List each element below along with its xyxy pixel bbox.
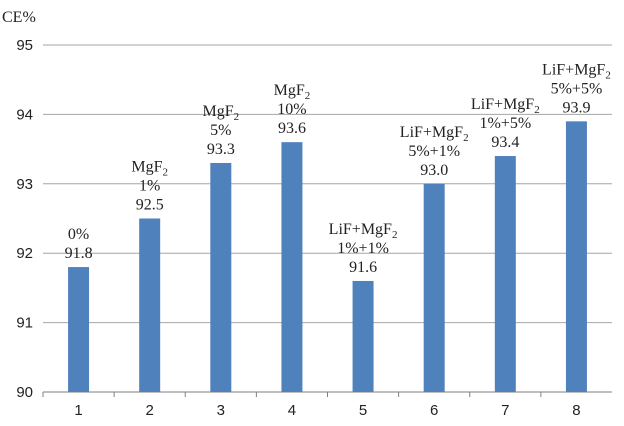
data-label: 92.5 [136, 197, 164, 214]
bar [352, 280, 374, 392]
x-tick-label: 7 [501, 402, 509, 419]
y-tick-label: 95 [16, 37, 33, 54]
bar [423, 183, 445, 392]
bar-annotation: LiF+MgF2 [471, 96, 540, 116]
bar-annotation: 5%+5% [551, 80, 603, 97]
bar-annotation: 5% [210, 122, 231, 139]
bar-annotation-text: MgF [274, 82, 305, 99]
bar-annotation-text: 0% [68, 226, 89, 243]
bar [139, 218, 161, 392]
x-tick-label: 6 [430, 402, 438, 419]
bar-annotation-text: LiF+MgF [542, 61, 605, 78]
y-tick-label: 92 [16, 245, 33, 262]
bar-annotation: MgF2 [131, 159, 168, 179]
bar-annotation: 10% [277, 101, 306, 118]
bar-annotation: MgF2 [274, 82, 311, 102]
data-label: 93.3 [207, 141, 235, 158]
x-tick-label: 5 [359, 402, 367, 419]
bar [565, 121, 587, 392]
bar-annotation-text: 1%+1% [337, 240, 389, 257]
x-tick-label: 1 [74, 402, 82, 419]
y-tick-label: 94 [16, 106, 33, 123]
data-label: 93.6 [278, 120, 306, 137]
bar-annotation-subscript: 2 [463, 132, 469, 144]
bar-annotation-subscript: 2 [534, 104, 540, 116]
bar-annotation-text: 5%+1% [408, 143, 460, 160]
bar-annotation-text: 5%+5% [551, 80, 603, 97]
bar-annotation: LiF+MgF2 [542, 61, 611, 81]
x-tick-label: 8 [572, 402, 580, 419]
bar-annotation-text: 1%+5% [479, 115, 531, 132]
data-label: 93.0 [420, 162, 448, 179]
bar-annotation: LiF+MgF2 [329, 221, 398, 241]
bar-annotation-text: 1% [139, 178, 160, 195]
bar [281, 142, 303, 392]
bar-annotation: 5%+1% [408, 143, 460, 160]
bar-annotation: MgF2 [203, 103, 240, 123]
bar-annotation-text: 10% [277, 101, 306, 118]
bar-annotation-text: LiF+MgF [471, 96, 534, 113]
bar-annotation-text: MgF [131, 159, 162, 176]
bar [68, 267, 90, 392]
bar-annotation-text: LiF+MgF [400, 124, 463, 141]
bar-annotation-subscript: 2 [234, 111, 240, 123]
bar-annotation-text: MgF [203, 103, 234, 120]
bar-annotation: 1%+5% [479, 115, 531, 132]
bar-annotation: 1% [139, 178, 160, 195]
bar-annotation-subscript: 2 [305, 90, 311, 102]
y-tick-label: 91 [16, 315, 33, 332]
x-tick-label: 2 [146, 402, 154, 419]
x-tick-label: 3 [217, 402, 225, 419]
data-label: 91.8 [65, 245, 93, 262]
bar-annotation: LiF+MgF2 [400, 124, 469, 144]
y-tick-label: 93 [16, 176, 33, 193]
y-tick-label: 90 [16, 384, 33, 401]
bar-annotation-text: 5% [210, 122, 231, 139]
y-axis-label: CE% [2, 9, 36, 26]
x-tick-label: 4 [288, 402, 296, 419]
bar-annotation: 1%+1% [337, 240, 389, 257]
data-label: 93.9 [562, 99, 590, 116]
data-label: 93.4 [491, 134, 519, 151]
bar-annotation-subscript: 2 [605, 69, 611, 81]
bar-annotation: 0% [68, 226, 89, 243]
data-label: 91.6 [349, 259, 377, 276]
bar [494, 156, 516, 392]
bar-annotation-text: LiF+MgF [329, 221, 392, 238]
bar-annotation-subscript: 2 [392, 229, 398, 241]
bar-annotation-subscript: 2 [163, 167, 169, 179]
bar [210, 162, 232, 392]
